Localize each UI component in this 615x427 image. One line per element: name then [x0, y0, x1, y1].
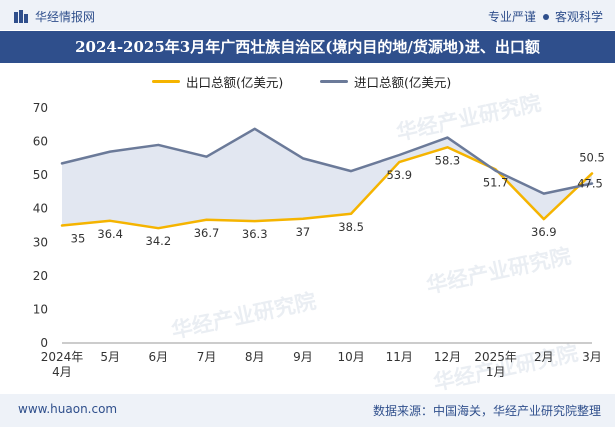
y-tick-label: 20 — [33, 269, 48, 283]
chart-title: 2024-2025年3月年广西壮族自治区(境内目的地/货源地)进、出口额 — [0, 31, 615, 63]
series-lines — [60, 127, 594, 230]
export-data-label: 58.3 — [435, 153, 461, 167]
legend: 出口总额(亿美元) 进口总额(亿美元) — [0, 72, 615, 94]
export-data-label: 36.9 — [531, 225, 557, 239]
y-tick-label: 0 — [40, 336, 48, 350]
tagline-left: 专业严谨 — [487, 10, 536, 24]
import-line-swatch-icon — [320, 80, 348, 83]
x-tick-label: 8月 — [245, 350, 265, 364]
export-data-label: 36.3 — [242, 227, 268, 241]
y-tick-label: 60 — [33, 135, 48, 149]
export-data-label: 53.9 — [386, 168, 412, 182]
export-data-label: 35 — [71, 232, 86, 246]
x-tick-label: 9月 — [293, 350, 313, 364]
export-data-label: 51.7 — [483, 175, 509, 189]
legend-label-export: 出口总额(亿美元) — [186, 75, 284, 90]
export-data-label: 50.5 — [579, 150, 605, 164]
y-tick-label: 30 — [33, 235, 48, 249]
x-tick-label: 5月 — [100, 350, 120, 364]
brand[interactable]: 华经情报网 — [14, 8, 95, 25]
gap-band — [62, 128, 592, 229]
x-tick-label: 10月 — [337, 350, 364, 364]
export-line-swatch-icon — [152, 80, 180, 83]
axes: 0 10 20 30 40 50 60 70 2024年 4月 5月 6月 7月 8月 9月 10月 11月 12… — [33, 101, 602, 379]
legend-label-import: 进口总额(亿美元) — [354, 75, 452, 90]
x-tick-label: 2024年 4月 — [41, 350, 84, 379]
x-tick-label: 2025年 1月 — [474, 350, 517, 379]
footer-site-link[interactable]: www.huaon.com — [18, 402, 118, 416]
import-data-label: 47.5 — [577, 177, 603, 191]
export-data-label: 37 — [296, 225, 311, 239]
x-tick-label: 3月 — [582, 350, 602, 364]
x-tick-label: 2月 — [534, 350, 554, 364]
export-line — [60, 146, 594, 230]
legend-item-export[interactable]: 出口总额(亿美元) — [152, 72, 283, 91]
tagline-right: 客观科学 — [554, 10, 603, 24]
tagline: 专业严谨 客观科学 — [488, 8, 603, 25]
y-tick-label: 50 — [33, 168, 48, 182]
export-data-label: 38.5 — [338, 220, 364, 234]
footer-source: 数据来源：中国海关，华经产业研究院整理 — [372, 404, 601, 418]
export-data-label: 36.7 — [194, 226, 220, 240]
export-data-label: 34.2 — [146, 234, 172, 248]
x-tick-label: 6月 — [149, 350, 169, 364]
data-labels: 35 36.4 34.2 36.7 36.3 37 38.5 53.9 58.3 51.7 36.9… — [71, 150, 605, 248]
dot-separator-icon — [542, 13, 549, 20]
gap-band-area — [62, 128, 592, 229]
brand-name: 华经情报网 — [35, 10, 96, 24]
y-tick-label: 40 — [33, 202, 48, 216]
x-tick-label: 7月 — [197, 350, 217, 364]
legend-item-import[interactable]: 进口总额(亿美元) — [320, 72, 451, 91]
import-line — [60, 127, 594, 195]
x-tick-label: 11月 — [386, 350, 413, 364]
y-tick-label: 70 — [33, 101, 48, 115]
export-data-label: 36.4 — [97, 227, 123, 241]
x-tick-label: 12月 — [434, 350, 461, 364]
bar-chart-logo-icon — [14, 10, 28, 23]
top-bar: 华经情报网 专业严谨 客观科学 — [0, 0, 615, 30]
line-chart: 0 10 20 30 40 50 60 70 2024年 4月 5月 6月 7月 8月 9月 10月 11月 12… — [33, 101, 605, 379]
y-tick-label: 10 — [33, 302, 48, 316]
footer: www.huaon.com 数据来源：中国海关，华经产业研究院整理 — [0, 394, 615, 427]
